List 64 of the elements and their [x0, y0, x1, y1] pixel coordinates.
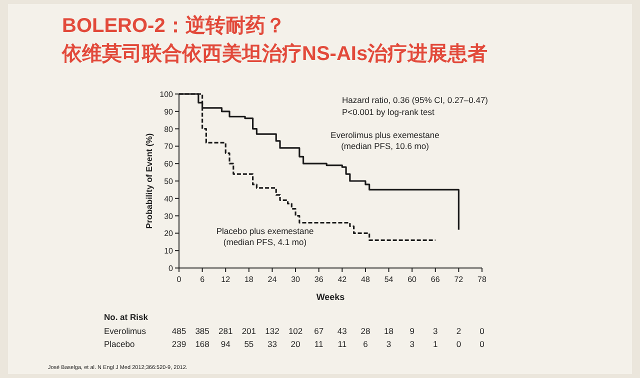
- text: 94: [220, 339, 231, 349]
- text: 102: [288, 326, 303, 336]
- text: 239: [172, 339, 186, 349]
- text: 67: [314, 326, 324, 336]
- text: 168: [195, 339, 210, 349]
- y-tick-label: 10: [164, 246, 174, 256]
- text: 0: [480, 339, 485, 349]
- text: 385: [195, 326, 210, 336]
- text: 485: [172, 326, 186, 336]
- text: 6: [363, 339, 368, 349]
- y-tick-label: 40: [164, 194, 174, 204]
- y-tick-label: 100: [160, 90, 174, 99]
- y-tick-label: 30: [164, 212, 174, 221]
- y-tick-label: 60: [164, 160, 174, 169]
- x-tick-label: 6: [200, 275, 206, 284]
- text: 201: [242, 326, 256, 336]
- x-tick-label: 42: [338, 275, 348, 284]
- x-tick-label: 66: [430, 275, 440, 284]
- y-tick-label: 20: [164, 229, 174, 238]
- x-tick-label: 72: [454, 275, 464, 284]
- y-axis-title: Probability of Event (%): [144, 133, 154, 229]
- text: 3: [410, 339, 415, 349]
- y-tick-label: 0: [168, 264, 174, 273]
- annotation: P<0.001 by log-rank test: [342, 107, 436, 117]
- text: 11: [314, 339, 324, 349]
- x-tick-label: 54: [384, 275, 394, 284]
- text: 28: [360, 326, 370, 336]
- text: 0: [480, 326, 485, 336]
- chart-title: BOLERO-2：逆转耐药？: [62, 14, 286, 37]
- text: 18: [384, 326, 394, 336]
- text: Everolimus: [104, 326, 146, 336]
- text: 1: [433, 339, 438, 349]
- series-label: Placebo plus exemestane (median PFS, 4.1 mo): [215, 226, 315, 248]
- x-tick-label: 60: [408, 275, 418, 284]
- text: 0: [456, 339, 462, 349]
- x-tick-label: 48: [361, 275, 370, 284]
- text: 43: [337, 326, 348, 336]
- y-tick-label: 80: [164, 124, 174, 134]
- text: 11: [338, 339, 347, 349]
- y-tick-label: 50: [164, 177, 174, 186]
- text: No. at Risk: [104, 312, 148, 322]
- annotation: Hazard ratio, 0.36 (95% CI, 0.27–0.47): [342, 95, 488, 105]
- x-tick-label: 36: [314, 275, 324, 284]
- x-tick-label: 12: [221, 275, 231, 284]
- text: 2: [456, 326, 462, 336]
- text: 55: [244, 339, 254, 349]
- series-label: Everolimus plus exemestane (median PFS, 10.6 mo): [330, 130, 440, 152]
- text: 20: [290, 339, 301, 349]
- y-tick-label: 70: [164, 142, 174, 152]
- text: 3: [386, 339, 392, 349]
- text: Placebo: [104, 339, 135, 349]
- text: 3: [433, 326, 438, 336]
- x-axis-title: Weeks: [316, 292, 345, 302]
- x-tick-label: 0: [176, 275, 182, 284]
- text: 33: [267, 339, 278, 349]
- text: 132: [265, 326, 280, 336]
- y-tick-label: 90: [164, 107, 174, 116]
- text: 281: [218, 326, 233, 336]
- text: 9: [410, 326, 415, 336]
- x-tick-label: 30: [291, 275, 301, 284]
- x-tick-label: 24: [268, 275, 278, 284]
- chart-subtitle: 依维莫司联合依西美坦治疗NS-AIs治疗进展患者: [61, 42, 488, 65]
- x-tick-label: 18: [244, 275, 254, 284]
- x-tick-label: 78: [478, 275, 487, 284]
